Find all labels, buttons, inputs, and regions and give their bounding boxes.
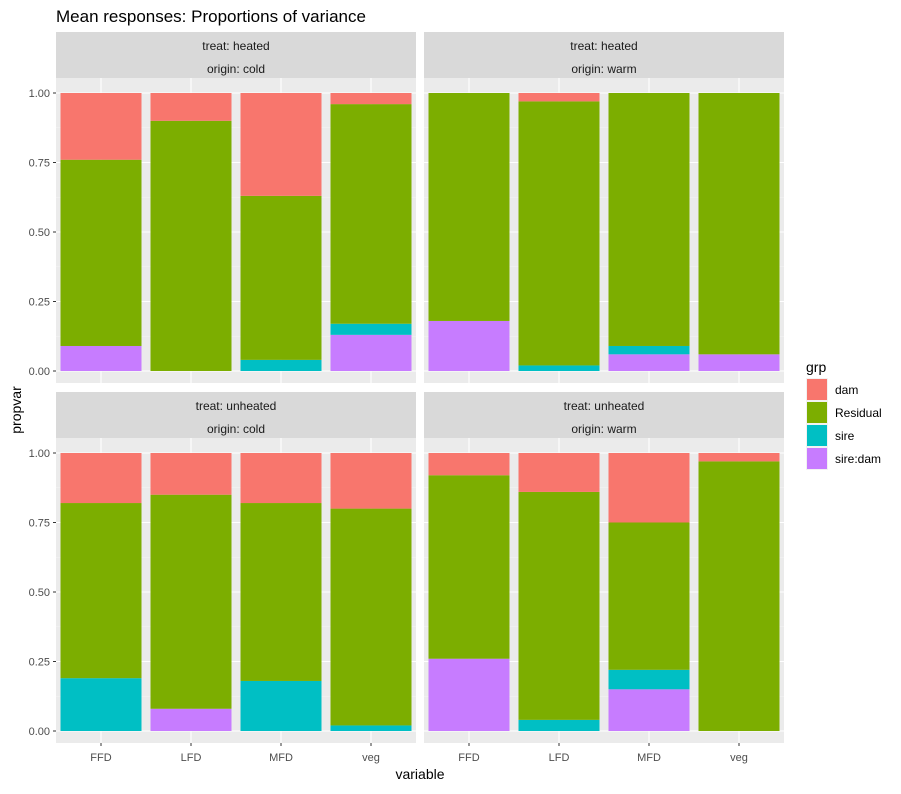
y-tick-label: 1.00 [29, 448, 50, 460]
chart-title: Mean responses: Proportions of variance [56, 7, 366, 26]
bar-segment-residual [150, 120, 232, 371]
bar-segment-residual [240, 195, 322, 360]
bar-segment-residual [518, 101, 600, 366]
bar-segment-sire [60, 678, 142, 731]
y-tick-label: 1.00 [29, 88, 50, 100]
facet-panel: treat: unheated origin: cold 0.00 0.25 0.50 0… [29, 392, 416, 764]
y-axis-title: propvar [8, 386, 24, 434]
x-axis-title: variable [395, 766, 444, 782]
bar-segment-sire-dam [428, 658, 510, 731]
facet-strip-label: treat: heated [570, 39, 637, 53]
bar-segment-residual [608, 93, 690, 346]
x-tick-label: veg [730, 752, 748, 764]
facet-strip-label: origin: cold [207, 62, 265, 76]
legend-title: grp [806, 359, 826, 375]
bar-segment-sire-dam [60, 345, 142, 371]
bar-segment-dam [150, 93, 232, 121]
bar-segment-residual [330, 508, 412, 726]
x-tick-label: veg [362, 752, 380, 764]
x-tick-label: MFD [269, 752, 293, 764]
y-tick-label: 0.25 [29, 657, 50, 669]
bar-segment-sire-dam [150, 708, 232, 731]
facet-strip [56, 392, 416, 438]
facet-strip-label: origin: cold [207, 422, 265, 436]
bar-segment-dam [608, 453, 690, 523]
legend: grp dam Residual sire sire:dam [806, 359, 882, 470]
legend-key-dam [807, 379, 827, 400]
bar-segment-residual [150, 494, 232, 709]
legend-label: sire [835, 429, 855, 443]
x-tick-label: LFD [181, 752, 202, 764]
facet-strip-label: treat: unheated [196, 399, 277, 413]
y-tick-label: 0.75 [29, 518, 50, 530]
y-tick-label: 0.00 [29, 366, 50, 378]
bar-segment-dam [330, 453, 412, 509]
legend-key-sire [807, 425, 827, 446]
bar-segment-sire [518, 719, 600, 731]
y-tick-label: 0.00 [29, 726, 50, 738]
bar-segment-dam [518, 453, 600, 492]
bar-segment-dam [698, 453, 780, 462]
facet-strip-label: origin: warm [571, 422, 636, 436]
bar-segment-sire-dam [608, 354, 690, 371]
bar-segment-dam [330, 93, 412, 105]
bar-segment-residual [428, 475, 510, 659]
bar-segment-sire-dam [608, 689, 690, 731]
legend-key-residual [807, 402, 827, 423]
bar-segment-dam [428, 453, 510, 476]
bar-segment-sire [240, 359, 322, 371]
x-tick-label: FFD [458, 752, 479, 764]
legend-key-sire-dam [807, 448, 827, 469]
bar-segment-sire [608, 345, 690, 355]
bar-segment-dam [60, 93, 142, 160]
bar-segment-residual [60, 503, 142, 679]
x-tick-label: MFD [637, 752, 661, 764]
bar-segment-dam [60, 453, 142, 504]
facet-strip-label: origin: warm [571, 62, 636, 76]
bar-segment-sire-dam [330, 334, 412, 371]
bar-segment-sire-dam [698, 354, 780, 371]
legend-label: dam [835, 383, 858, 397]
facet-panel: treat: heated origin: cold 0.00 0.25 0.50 0.7… [29, 32, 416, 383]
bar-segment-dam [240, 93, 322, 196]
x-tick-label: FFD [90, 752, 111, 764]
bar-segment-sire [330, 323, 412, 335]
bar-segment-residual [698, 461, 780, 731]
bar-segment-residual [330, 104, 412, 324]
bar-segment-dam [518, 93, 600, 102]
bar-segment-residual [428, 93, 510, 321]
y-tick-label: 0.25 [29, 297, 50, 309]
legend-label: sire:dam [835, 452, 881, 466]
bar-segment-sire [518, 365, 600, 371]
bar-segment-residual [608, 522, 690, 670]
bar-segment-sire [330, 725, 412, 731]
x-tick-label: LFD [549, 752, 570, 764]
bar-segment-sire [608, 669, 690, 690]
bar-segment-residual [518, 491, 600, 720]
y-tick-label: 0.50 [29, 587, 50, 599]
facet-strip [424, 392, 784, 438]
legend-label: Residual [835, 406, 882, 420]
facet-panel: treat: heated origin: warm [424, 32, 784, 383]
y-tick-label: 0.75 [29, 158, 50, 170]
facet-strip [424, 32, 784, 78]
y-tick-label: 0.50 [29, 227, 50, 239]
bar-segment-residual [240, 503, 322, 681]
facet-strip-label: treat: unheated [564, 399, 645, 413]
bar-segment-residual [60, 159, 142, 346]
bar-segment-dam [240, 453, 322, 504]
facet-strip-label: treat: heated [202, 39, 269, 53]
facet-panels: treat: heated origin: cold 0.00 0.25 0.50 0.7… [29, 32, 784, 764]
bar-segment-sire [240, 680, 322, 731]
facet-panel: treat: unheated origin: warm FFD LFD MFD veg [424, 392, 784, 764]
bar-segment-dam [150, 453, 232, 495]
bar-segment-residual [698, 93, 780, 355]
bar-segment-sire-dam [428, 320, 510, 371]
facet-strip [56, 32, 416, 78]
